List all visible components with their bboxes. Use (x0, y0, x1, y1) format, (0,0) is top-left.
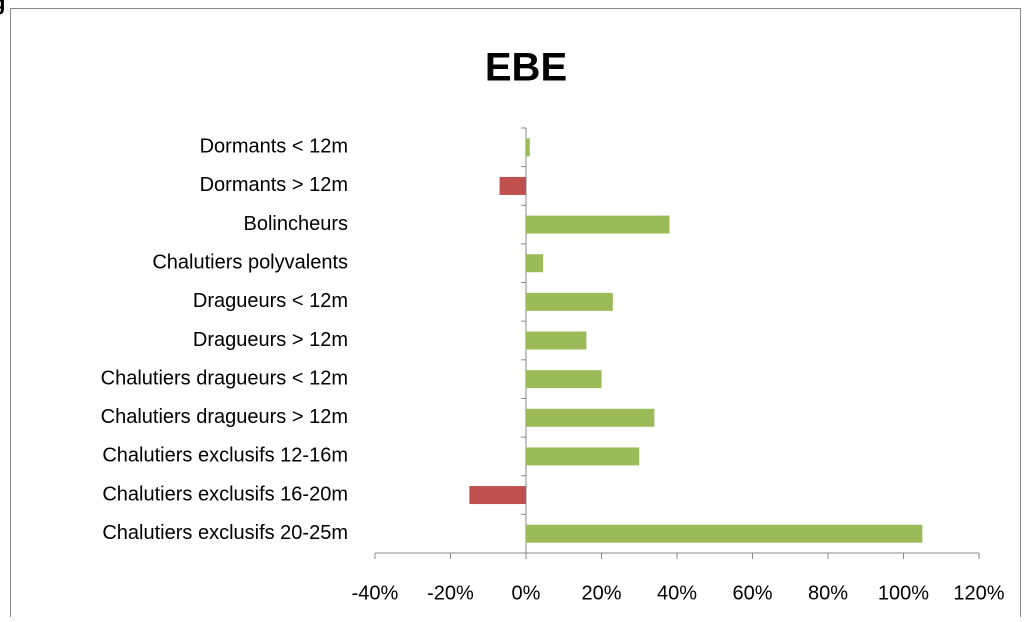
bar (526, 408, 655, 427)
bar (526, 447, 640, 466)
y-tick-label: Dragueurs > 12m (193, 329, 348, 351)
bar (526, 254, 543, 273)
y-tick-label: Chalutiers dragueurs < 12m (101, 367, 348, 389)
x-tick-label: 120% (953, 582, 1004, 604)
bar (526, 524, 923, 543)
y-tick-label: Chalutiers exclusifs 12-16m (102, 445, 348, 467)
x-tick-label: 80% (808, 582, 848, 604)
caption: g (0, 0, 5, 15)
y-tick-label: Dormants > 12m (200, 174, 348, 196)
x-tick-label: -40% (352, 582, 399, 604)
y-tick-label: Chalutiers polyvalents (152, 252, 348, 274)
bar (499, 176, 526, 195)
x-tick-label: 40% (657, 582, 697, 604)
x-tick-label: -20% (427, 582, 474, 604)
y-tick-label: Dragueurs < 12m (193, 290, 348, 312)
y-tick-label: Bolincheurs (243, 213, 348, 235)
y-tick-label: Chalutiers exclusifs 20-25m (102, 522, 348, 544)
chart-frame (10, 8, 1021, 622)
bar (526, 331, 587, 350)
bar (526, 215, 670, 234)
x-tick-label: 0% (512, 582, 541, 604)
chart-title: EBE (485, 46, 567, 90)
y-tick-label: Chalutiers dragueurs > 12m (101, 406, 348, 428)
bar (526, 370, 602, 389)
bar (526, 292, 613, 311)
y-tick-label: Dormants < 12m (200, 136, 348, 158)
bar (469, 486, 526, 505)
y-tick-label: Chalutiers exclusifs 16-20m (102, 483, 348, 505)
x-tick-label: 60% (732, 582, 772, 604)
caption-bg (0, 0, 9, 30)
x-tick-label: 20% (581, 582, 621, 604)
x-tick-label: 100% (878, 582, 929, 604)
bar (526, 138, 530, 157)
